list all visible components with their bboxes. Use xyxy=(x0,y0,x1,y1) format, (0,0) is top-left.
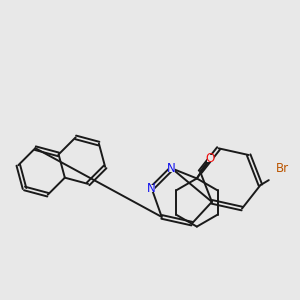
Text: N: N xyxy=(167,162,176,175)
Bar xyxy=(148,185,155,192)
Text: Br: Br xyxy=(275,162,289,175)
Bar xyxy=(207,155,214,162)
Bar xyxy=(168,165,176,172)
Text: O: O xyxy=(206,152,215,165)
Text: N: N xyxy=(147,182,156,195)
